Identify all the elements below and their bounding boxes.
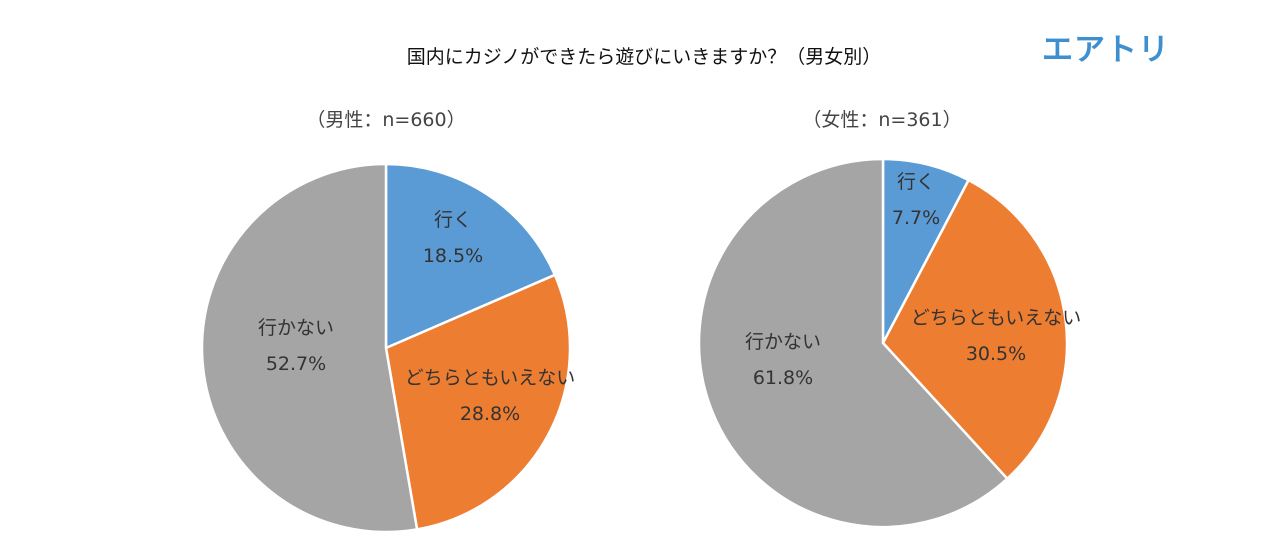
male-chart-subtitle: （男性：n=660） — [306, 109, 465, 131]
female-pie: 行く 7.7% どちらともいえない 30.5% 行かない 61.8% — [697, 157, 1082, 529]
airtrip-logo: エアトリ — [1042, 32, 1170, 68]
chart-title: 国内にカジノができたら遊びにいきますか？（男女別） — [406, 46, 882, 68]
female-value-go: 7.7% — [892, 207, 940, 229]
male-value-go: 18.5% — [423, 245, 483, 267]
male-slice-neutral — [384, 273, 572, 531]
male-value-neutral: 28.8% — [460, 403, 520, 425]
female-slice-not-go — [697, 157, 1010, 529]
male-slice-go — [384, 162, 557, 350]
female-chart-subtitle: （女性：n=361） — [802, 109, 961, 131]
male-pie: 行く 18.5% どちらともいえない 28.8% 行かない 52.7% — [200, 162, 576, 534]
male-label-go: 行く — [434, 209, 472, 231]
female-slice-neutral — [881, 178, 1069, 481]
female-label-not-go: 行かない — [745, 331, 821, 353]
male-value-not-go: 52.7% — [266, 353, 326, 375]
male-slice-not-go — [200, 162, 419, 534]
female-label-neutral: どちらともいえない — [911, 307, 1082, 329]
female-value-not-go: 61.8% — [753, 367, 813, 389]
female-label-go: 行く — [897, 171, 935, 193]
male-label-neutral: どちらともいえない — [405, 367, 576, 389]
female-value-neutral: 30.5% — [966, 343, 1026, 365]
male-label-not-go: 行かない — [258, 317, 334, 339]
